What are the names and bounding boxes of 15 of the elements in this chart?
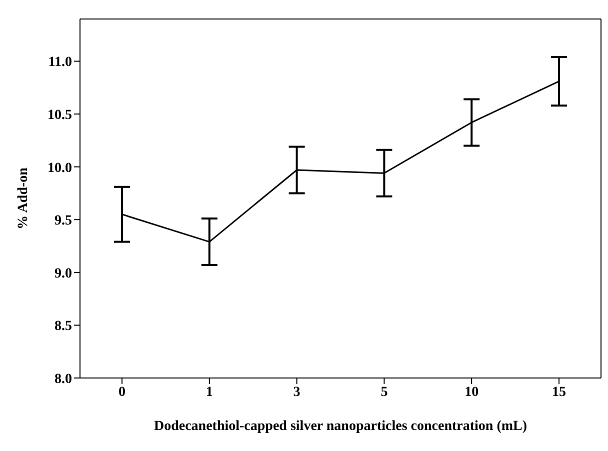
x-axis-title: Dodecanethiol-capped silver nanoparticles concentration (mL)	[154, 419, 528, 434]
x-tick-label: 10	[464, 384, 479, 400]
x-tick-label: 1	[206, 384, 213, 400]
y-tick-label: 10.5	[48, 108, 72, 123]
y-tick-label: 10.0	[48, 160, 72, 176]
x-tick-label: 0	[118, 384, 126, 400]
y-tick-label: 9.5	[54, 214, 72, 229]
x-tick-label: 15	[552, 384, 566, 400]
y-tick-label: 11.0	[48, 55, 72, 70]
x-tick-label: 5	[380, 384, 388, 400]
y-axis-title: % Add-on	[16, 167, 31, 230]
y-tick-label: 9.0	[54, 266, 72, 282]
x-tick-label: 3	[293, 384, 300, 400]
y-tick-label: 8.0	[54, 372, 72, 387]
y-tick-label: 8.5	[54, 319, 72, 334]
